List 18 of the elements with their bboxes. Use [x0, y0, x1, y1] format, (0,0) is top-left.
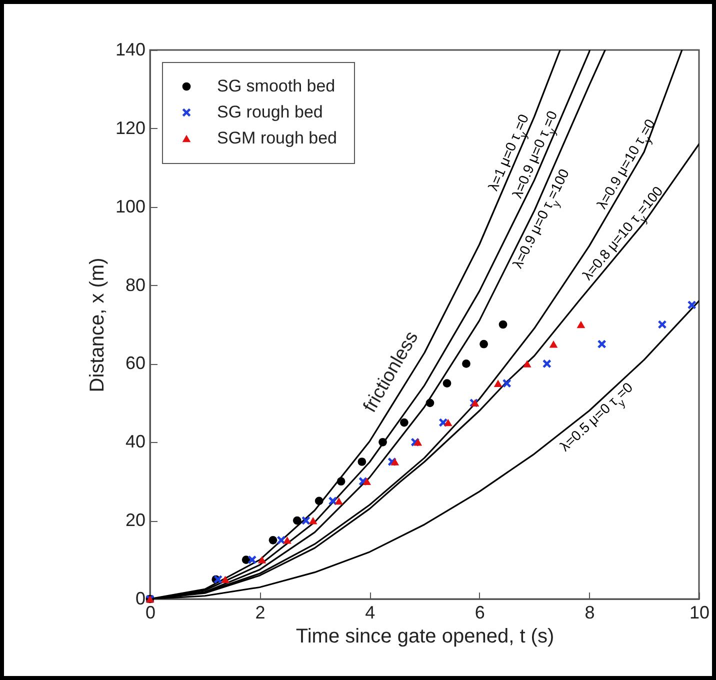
x-tick-label: 10: [689, 602, 710, 622]
y-tick-label: 0: [135, 588, 146, 608]
y-tick-label: 140: [115, 40, 146, 60]
x-tick-label: 2: [255, 602, 266, 622]
x-axis-title: Time since gate opened, t (s): [296, 626, 554, 648]
legend-label: SG rough bed: [217, 102, 323, 122]
y-tick-label: 120: [115, 118, 146, 138]
y-tick-label: 20: [125, 510, 146, 530]
y-tick-label: 80: [125, 274, 146, 295]
y-tick-label: 100: [115, 196, 146, 216]
x-tick-label: 4: [365, 602, 376, 622]
y-axis-title: Distance, x (m): [86, 258, 108, 392]
x-tick-label: 6: [474, 602, 485, 622]
legend-label: SGM rough bed: [217, 128, 338, 148]
y-tick-label: 60: [125, 353, 146, 374]
legend-label: SG smooth bed: [217, 76, 336, 96]
y-tick-label: 40: [125, 432, 146, 452]
x-tick-label: 8: [584, 602, 595, 622]
